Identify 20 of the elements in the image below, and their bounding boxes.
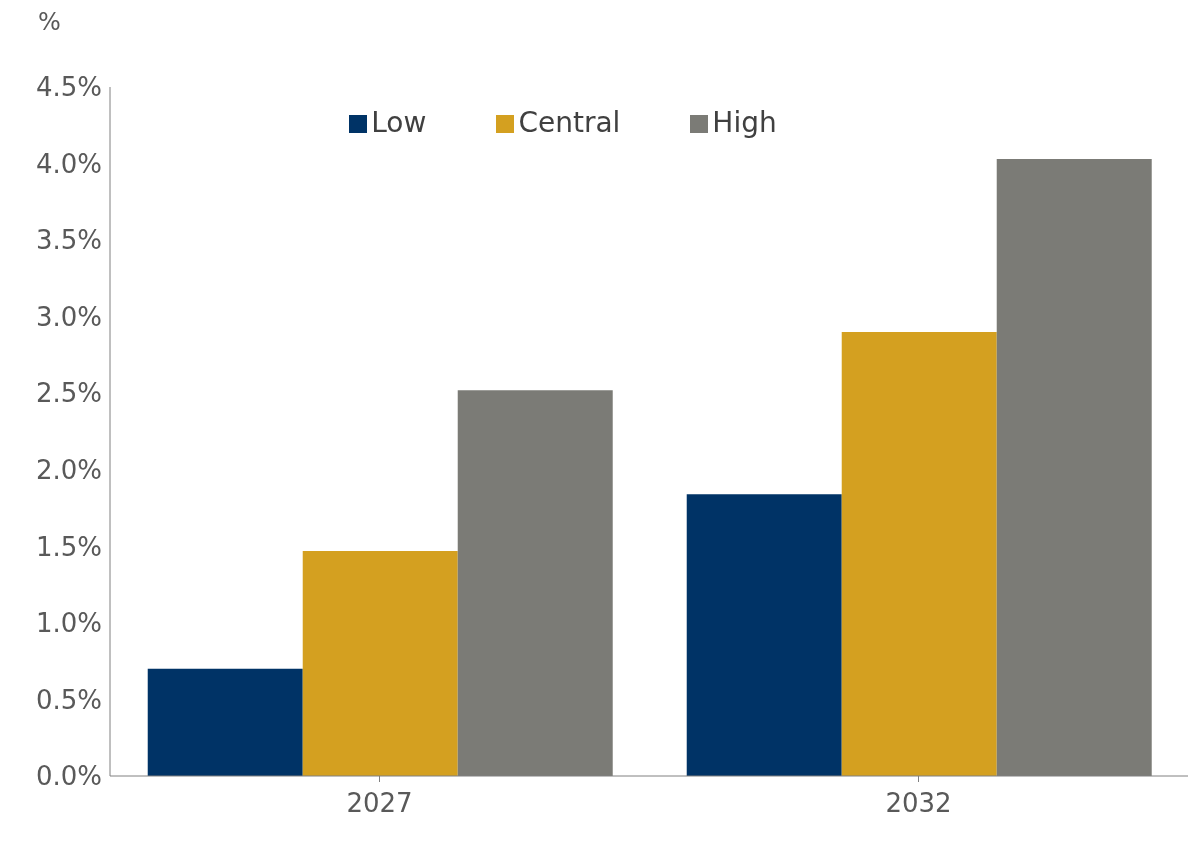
y-tick-label: 2.0% (35, 455, 102, 486)
bar (147, 668, 303, 776)
x-tick-label: 2027 (346, 788, 413, 819)
x-tick-label: 2032 (885, 788, 952, 819)
y-tick-label: 0.5% (35, 684, 102, 715)
bar (302, 550, 458, 776)
y-tick-label: 4.5% (35, 72, 102, 103)
legend-label: Low (371, 106, 427, 139)
y-tick-label: 2.5% (35, 378, 102, 409)
y-tick-label: 1.5% (35, 531, 102, 562)
y-tick-label: 4.0% (35, 148, 102, 179)
y-tick-label: 3.0% (35, 301, 102, 332)
y-tick-label: 1.0% (35, 608, 102, 639)
legend-label: Central (518, 106, 621, 139)
bar (841, 331, 997, 776)
y-tick-label: 0.0% (35, 761, 102, 792)
legend-label: High (712, 106, 777, 139)
y-axis-title: % (38, 8, 61, 36)
bar (686, 494, 842, 776)
y-tick-label: 3.5% (35, 225, 102, 256)
